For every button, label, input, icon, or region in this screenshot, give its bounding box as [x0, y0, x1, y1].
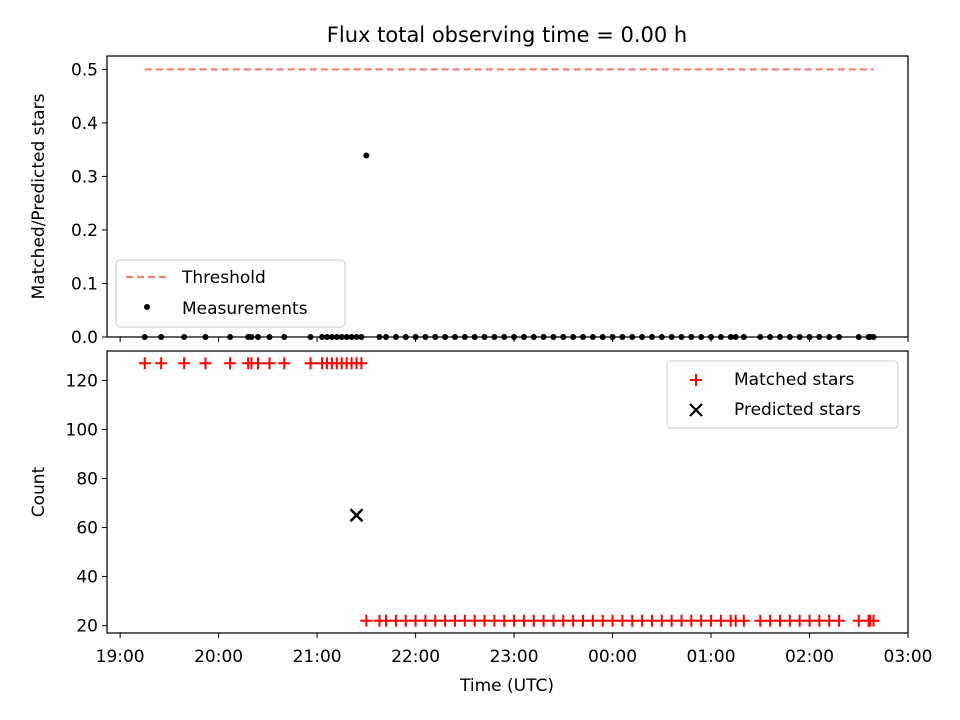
bottom-axes-frame	[106, 350, 909, 634]
bottom-y-ticks: 20 40 60 80 100 120	[66, 371, 107, 637]
top-y-tick-label: 0.0	[71, 328, 98, 348]
legend-measurements-swatch	[144, 304, 150, 310]
matched-star-point	[224, 357, 237, 370]
legend-matched-swatch	[690, 374, 702, 386]
bottom-legend-box	[666, 360, 899, 429]
bottom-y-tick-label: 20	[76, 617, 98, 637]
bottom-y-tick-label: 120	[66, 371, 98, 391]
bottom-x-tick-label: 01:00	[687, 647, 736, 667]
bottom-x-tick-label: 03:00	[884, 647, 933, 667]
matched-star-point	[252, 357, 265, 370]
legend-predicted-label: Predicted stars	[734, 400, 861, 420]
matched-star-point	[155, 357, 168, 370]
matched-star-point	[178, 357, 191, 370]
bottom-y-tick-label: 80	[76, 470, 98, 490]
predicted-star-point	[349, 508, 364, 523]
matched-star-point	[355, 357, 368, 370]
bottom-y-tick-label: 100	[66, 420, 98, 440]
top-y-ticks: 0.0 0.1 0.2 0.3 0.4 0.5	[71, 60, 107, 348]
top-legend: Threshold Measurements	[115, 259, 346, 328]
bottom-legend: Matched stars Predicted stars	[666, 360, 899, 429]
bottom-y-axis-label: Count	[29, 466, 49, 517]
bottom-x-tick-label: 19:00	[96, 647, 145, 667]
bottom-x-axis-label: Time (UTC)	[459, 676, 554, 696]
legend-threshold-label: Threshold	[181, 268, 266, 288]
top-y-tick-label: 0.2	[71, 221, 98, 241]
matched-star-point	[199, 357, 212, 370]
bottom-y-tick-label: 60	[76, 519, 98, 539]
bottom-x-tick-label: 22:00	[391, 647, 440, 667]
legend-matched-label: Matched stars	[734, 370, 854, 390]
legend-predicted-swatch	[689, 403, 703, 417]
matched-star-point	[263, 357, 276, 370]
bottom-y-tick-label: 40	[76, 568, 98, 588]
matched-star-point	[737, 614, 750, 627]
bottom-x-tick-label: 21:00	[293, 647, 342, 667]
top-legend-box	[115, 259, 346, 328]
top-panel: 0.0 0.1 0.2 0.3 0.4 0.5 Matched/Predicted sta…	[29, 55, 909, 348]
matched-star-point	[304, 357, 317, 370]
top-y-tick-label: 0.5	[71, 60, 98, 80]
bottom-x-tick-label: 02:00	[785, 647, 834, 667]
top-y-tick-label: 0.3	[71, 167, 98, 187]
top-y-tick-label: 0.1	[71, 274, 98, 294]
matched-star-point	[833, 614, 846, 627]
top-chart-title: Flux total observing time = 0.00 h	[327, 23, 687, 47]
matched-star-point	[278, 357, 291, 370]
matched-star-point	[360, 614, 373, 627]
bottom-x-tick-label: 20:00	[194, 647, 243, 667]
bottom-x-ticks: 19:00 20:00 21:00 22:00 23:00 00:00 01:00 02:00…	[96, 633, 933, 667]
bottom-x-tick-label: 23:00	[490, 647, 539, 667]
bottom-x-tick-label: 00:00	[588, 647, 637, 667]
top-axes-frame	[106, 55, 909, 338]
bottom-marks	[138, 357, 880, 627]
legend-measurements-label: Measurements	[182, 299, 308, 319]
top-x-ticks	[119, 337, 909, 342]
matched-star-point	[138, 357, 151, 370]
bottom-panel: 20 40 60 80 100 120 19:00 20:00 21:00 22:00 23:00…	[29, 350, 933, 696]
top-y-axis-label: Matched/Predicted stars	[29, 93, 49, 299]
measurement-point	[363, 152, 370, 159]
matched-star-point	[867, 614, 880, 627]
top-y-tick-label: 0.4	[71, 114, 98, 134]
